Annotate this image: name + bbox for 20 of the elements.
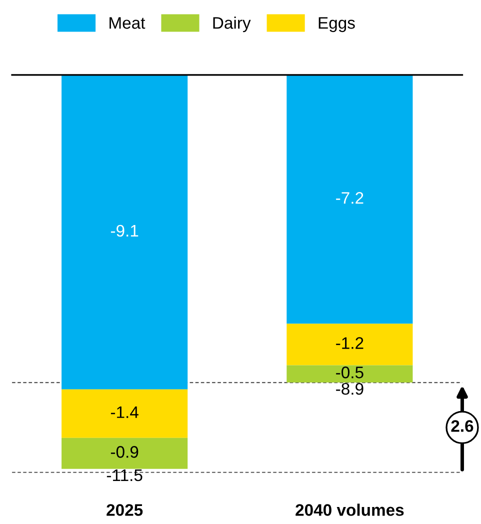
x-tick-label: 2025 bbox=[106, 504, 143, 516]
data-label: -1.4 bbox=[110, 406, 138, 418]
total-label: -11.5 bbox=[106, 470, 142, 482]
bar bbox=[286, 74, 413, 324]
legend-label: Eggs bbox=[318, 17, 355, 32]
data-label: -7.2 bbox=[336, 192, 364, 204]
annotation: 2.6 bbox=[451, 420, 474, 432]
data-label: -9.1 bbox=[110, 224, 138, 237]
data-label: -0.9 bbox=[110, 446, 138, 458]
legend-label: Dairy bbox=[213, 16, 251, 32]
x-tick-label: 2040 volumes bbox=[296, 504, 404, 516]
data-label: -1.2 bbox=[336, 337, 364, 349]
bar bbox=[62, 438, 188, 469]
bar bbox=[62, 389, 188, 438]
legend-label: Meat bbox=[110, 17, 146, 29]
bar bbox=[286, 365, 413, 383]
total-label: -8.9 bbox=[336, 382, 364, 395]
bar bbox=[62, 74, 188, 390]
data-label: -0.5 bbox=[336, 366, 364, 378]
bar bbox=[286, 324, 413, 366]
